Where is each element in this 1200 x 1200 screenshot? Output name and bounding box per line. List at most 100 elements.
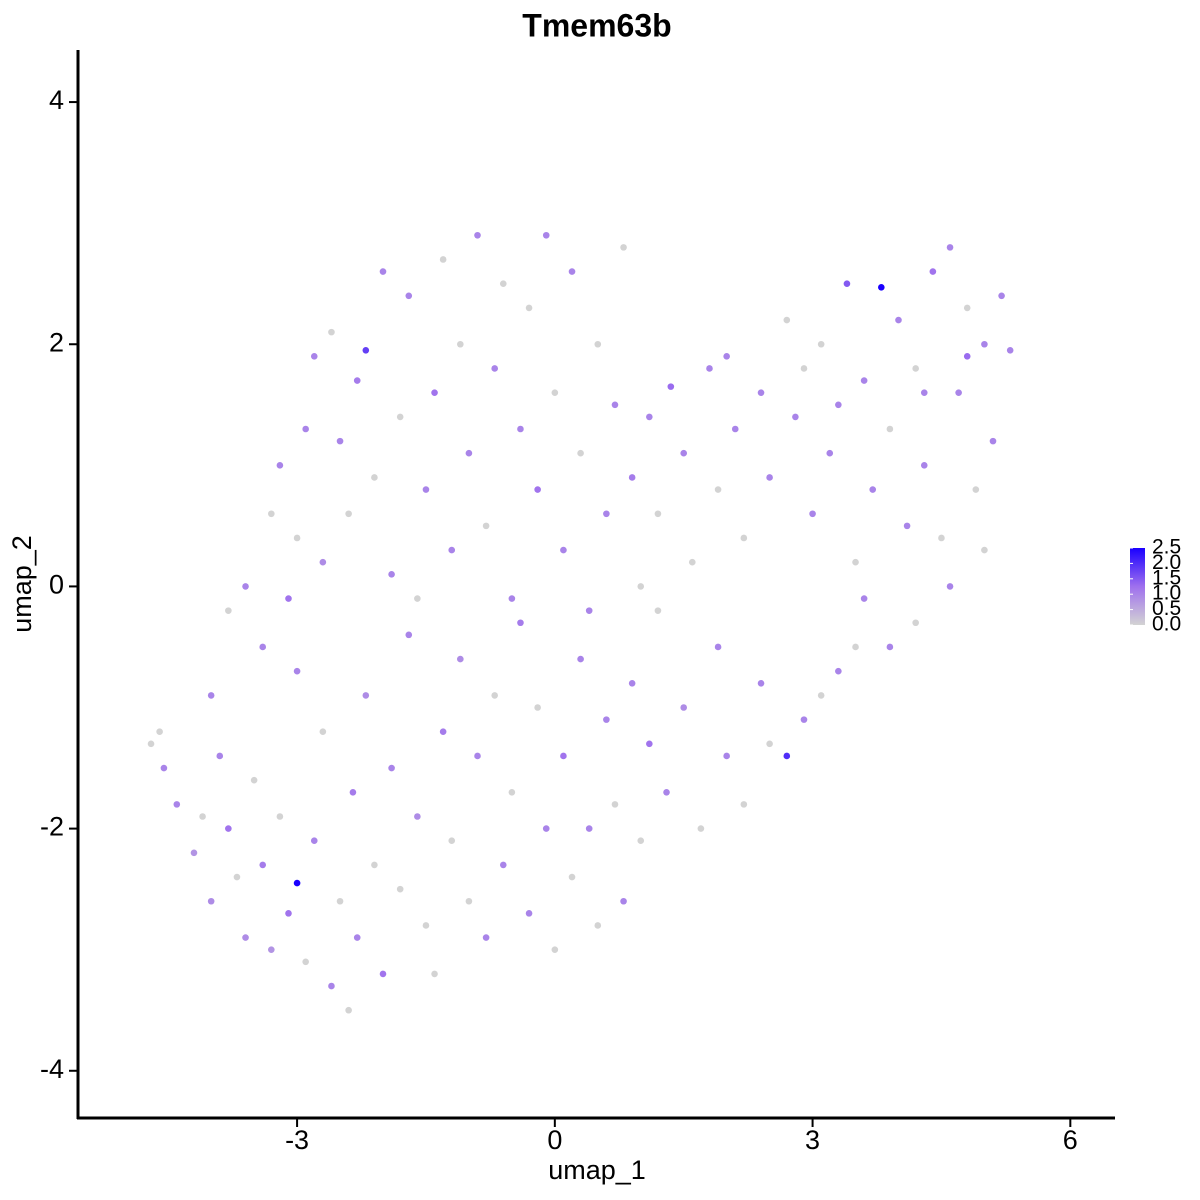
cell-point <box>371 474 378 481</box>
cell-point <box>268 946 275 953</box>
cell-point <box>362 346 370 354</box>
cell-point <box>560 546 567 554</box>
cell-point <box>482 522 490 530</box>
cell-point <box>517 619 524 627</box>
cell-point <box>310 353 318 360</box>
cell-point <box>869 486 877 493</box>
cell-point <box>491 692 498 699</box>
cell-point <box>620 897 627 905</box>
colorbar-tick-label: 2.5 <box>1152 536 1181 559</box>
cell-point <box>688 558 696 566</box>
cell-point <box>628 679 636 687</box>
cell-point <box>551 946 559 953</box>
cell-point <box>912 365 919 372</box>
cell-point <box>225 607 232 614</box>
cell-point <box>817 692 825 699</box>
cell-point <box>757 389 765 396</box>
x-tick-label: 6 <box>1063 1125 1078 1155</box>
cell-point <box>783 316 791 324</box>
cell-point <box>998 292 1005 300</box>
cell-point <box>646 740 653 748</box>
cell-point <box>319 558 327 566</box>
cell-point <box>852 643 859 651</box>
cell-point <box>293 534 301 542</box>
cell-point <box>723 353 730 360</box>
cell-point <box>1006 346 1014 354</box>
cell-point <box>517 425 524 433</box>
cell-point <box>225 825 232 832</box>
cell-point <box>414 595 421 602</box>
cell-point <box>525 910 533 917</box>
cell-point <box>147 740 155 748</box>
cell-point <box>826 449 834 457</box>
cell-point <box>542 231 550 239</box>
cell-point <box>336 437 344 445</box>
cell-point <box>328 328 335 336</box>
cell-point <box>955 389 962 396</box>
cell-point <box>697 825 705 832</box>
cell-point <box>345 510 352 518</box>
cell-point <box>534 486 541 493</box>
cell-point <box>353 377 361 384</box>
cell-point <box>474 752 481 760</box>
cell-point <box>207 897 215 905</box>
cell-point <box>946 583 954 590</box>
cell-point <box>929 268 937 275</box>
cell-point <box>551 389 559 396</box>
cell-point <box>465 897 473 905</box>
cell-point <box>611 801 619 808</box>
cell-point <box>259 643 267 651</box>
cell-point <box>482 934 490 941</box>
colorbar-tick-label: 0.0 <box>1152 613 1181 636</box>
cell-point <box>568 873 576 881</box>
cell-point <box>431 389 438 396</box>
cell-point <box>611 401 619 409</box>
cell-point <box>156 728 163 736</box>
cell-point <box>809 510 816 518</box>
cell-point <box>336 897 344 905</box>
cell-point <box>448 546 456 554</box>
cell-point <box>388 764 395 772</box>
y-tick-label: -4 <box>40 1054 64 1084</box>
cell-point <box>800 716 808 723</box>
cell-point <box>439 256 447 263</box>
cell-point <box>585 607 593 614</box>
cell-point <box>349 788 357 796</box>
cell-point <box>293 879 301 887</box>
cell-point <box>860 595 868 602</box>
cell-point <box>328 982 335 990</box>
cell-point <box>431 970 438 978</box>
cell-point <box>199 813 206 820</box>
cell-point <box>603 510 610 518</box>
cell-point <box>920 389 928 396</box>
cell-point <box>594 340 602 348</box>
cell-point <box>414 813 421 820</box>
cell-point <box>310 837 318 845</box>
cell-point <box>457 655 464 663</box>
cell-point <box>667 383 675 390</box>
cell-point <box>860 377 868 384</box>
cell-point <box>757 679 765 687</box>
cell-point <box>508 788 516 796</box>
cell-point <box>465 449 473 457</box>
cell-point <box>508 595 516 602</box>
cell-point <box>989 437 997 445</box>
cell-point <box>981 546 988 554</box>
cell-point <box>568 268 576 275</box>
y-tick-label: -2 <box>40 812 64 842</box>
cell-point <box>637 837 645 845</box>
cell-point <box>963 353 971 360</box>
cell-point <box>731 425 739 433</box>
cell-point <box>646 413 653 421</box>
cell-point <box>878 284 885 291</box>
cell-point <box>302 958 309 966</box>
cell-point <box>422 486 430 493</box>
cell-point <box>353 934 361 941</box>
cell-point <box>276 813 284 820</box>
cell-point <box>723 752 730 760</box>
cell-point <box>972 486 980 493</box>
cell-point <box>886 425 894 433</box>
cell-point <box>293 667 301 675</box>
cell-point <box>963 304 971 312</box>
